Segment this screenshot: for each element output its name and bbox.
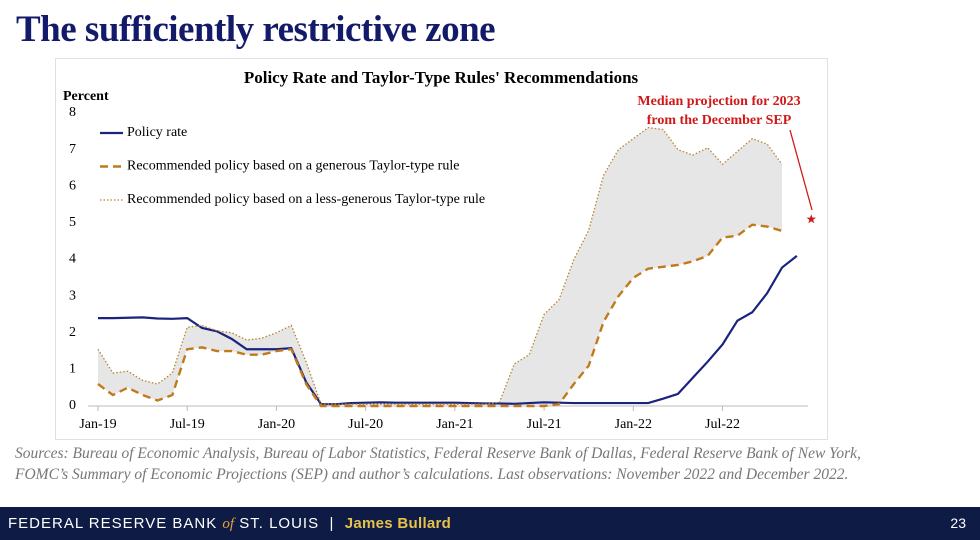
x-tick-label: Jan-22 bbox=[615, 417, 652, 432]
chart-panel bbox=[55, 58, 828, 440]
x-tick-label: Jan-21 bbox=[436, 417, 473, 432]
footer-brand: FEDERAL RESERVE BANK of ST. LOUIS | Jame… bbox=[8, 515, 451, 533]
y-tick-label: 6 bbox=[69, 178, 76, 193]
sources-note: Sources: Bureau of Economic Analysis, Bu… bbox=[15, 445, 861, 483]
series-line bbox=[97, 126, 783, 405]
series-line bbox=[97, 223, 783, 408]
y-tick-label: 1 bbox=[69, 362, 76, 377]
y-tick-label: 7 bbox=[69, 142, 76, 157]
speaker: James Bullard bbox=[344, 515, 452, 532]
y-axis-label: Percent bbox=[63, 89, 109, 104]
separator: | bbox=[329, 515, 335, 532]
chart-title: Policy Rate and Taylor-Type Rules' Recom… bbox=[244, 68, 639, 87]
slide-title: The sufficiently restrictive zone bbox=[16, 9, 496, 50]
x-tick-label: Jul-22 bbox=[705, 417, 740, 432]
footer-bar: FEDERAL RESERVE BANK of ST. LOUIS | Jame… bbox=[0, 507, 980, 540]
x-tick-label: Jul-20 bbox=[348, 417, 383, 432]
x-tick-label: Jul-19 bbox=[170, 417, 205, 432]
y-tick-label: 8 bbox=[69, 105, 76, 120]
bank-of: of bbox=[222, 516, 235, 532]
bank-name: FEDERAL RESERVE BANK bbox=[8, 515, 218, 532]
x-tick-label: Jul-21 bbox=[527, 417, 562, 432]
x-tick-label: Jan-19 bbox=[79, 417, 116, 432]
y-tick-label: 3 bbox=[69, 288, 76, 303]
projection-star bbox=[806, 214, 817, 224]
series-line bbox=[98, 254, 798, 406]
legend-label: Recommended policy based on a less-gener… bbox=[127, 192, 485, 207]
annotation-text: from the December SEP bbox=[647, 113, 792, 128]
page-number: 23 bbox=[950, 515, 966, 531]
bank-city: ST. LOUIS bbox=[239, 515, 320, 532]
y-tick-label: 0 bbox=[69, 398, 76, 413]
y-tick-label: 4 bbox=[69, 252, 76, 267]
x-tick-label: Jan-20 bbox=[258, 417, 295, 432]
annotation-text: Median projection for 2023 bbox=[637, 94, 800, 109]
annotation-arrow bbox=[789, 129, 813, 211]
legend-label: Policy rate bbox=[127, 125, 187, 140]
legend-label: Recommended policy based on a generous T… bbox=[127, 159, 459, 174]
rule-gap-shading bbox=[98, 127, 783, 407]
y-tick-label: 5 bbox=[69, 215, 76, 230]
y-tick-label: 2 bbox=[69, 325, 76, 340]
